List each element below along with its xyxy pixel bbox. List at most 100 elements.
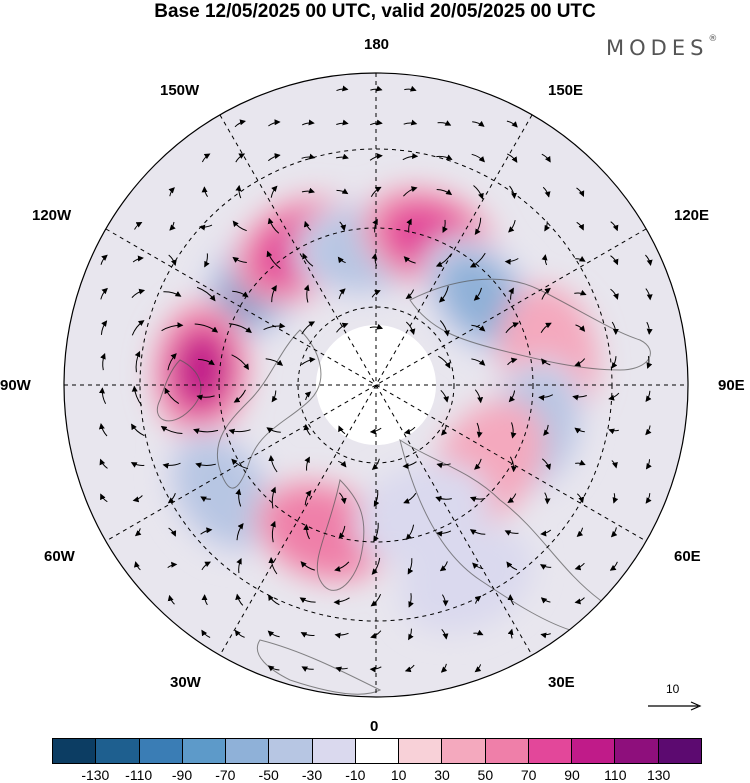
- wind-vector: [195, 462, 216, 469]
- wind-vector: [471, 153, 485, 163]
- wind-vector: [404, 664, 415, 673]
- wind-vector: [574, 289, 587, 296]
- wind-vector: [302, 252, 314, 267]
- wind-vector: [99, 458, 108, 469]
- wind-vector: [610, 288, 619, 300]
- wind-vector: [408, 593, 414, 608]
- wind-vector: [474, 664, 482, 673]
- wind-vector: [339, 492, 347, 505]
- wind-vector: [333, 597, 350, 606]
- wind-vector: [335, 153, 349, 160]
- wind-vector: [438, 285, 449, 303]
- wind-vector: [304, 456, 310, 471]
- wind-vector: [234, 119, 246, 128]
- wind-vector: [300, 632, 315, 638]
- wind-vector: [133, 561, 141, 571]
- wind-vector: [338, 425, 346, 435]
- wind-vector: [645, 425, 652, 436]
- wind-vector: [576, 527, 584, 537]
- wind-vector: [404, 85, 417, 92]
- wind-vector: [574, 358, 586, 367]
- wind-vector: [231, 458, 249, 470]
- wind-vector: [540, 529, 552, 537]
- wind-vector: [299, 597, 316, 604]
- wind-vector: [473, 629, 484, 636]
- wind-vector: [100, 287, 108, 300]
- wind-vector: [98, 423, 108, 437]
- wind-vector: [268, 557, 278, 575]
- wind-vector: [473, 185, 484, 200]
- wind-vector: [404, 426, 416, 435]
- wind-vector: [235, 593, 244, 606]
- wind-vector: [196, 286, 216, 302]
- wind-vector: [271, 285, 277, 303]
- wind-vector: [334, 561, 350, 572]
- brand-name: MODES: [606, 36, 709, 60]
- wind-vector: [338, 525, 346, 539]
- graticule: [64, 73, 688, 697]
- wind-vector: [336, 322, 349, 333]
- colorbar-swatch: [355, 739, 400, 763]
- wind-vector: [161, 322, 184, 332]
- lon-label-30w: 30W: [170, 674, 201, 691]
- anomaly-contour: [177, 335, 226, 404]
- wind-vector: [301, 187, 315, 194]
- wind-vector: [540, 322, 552, 334]
- wind-vectors: [98, 85, 653, 673]
- wind-vector: [574, 597, 585, 605]
- colorbar-tick-label: -130: [81, 767, 110, 783]
- wind-vector: [235, 184, 242, 199]
- wind-vector: [403, 186, 418, 197]
- wind-vector: [268, 594, 280, 606]
- wind-vector: [646, 355, 653, 369]
- wind-vector: [134, 528, 142, 537]
- wind-vector: [235, 153, 246, 163]
- colorbar: [52, 738, 702, 764]
- wind-vector: [540, 632, 551, 639]
- wind-vector: [574, 427, 585, 434]
- wind-vector: [645, 459, 652, 470]
- wind-vector: [193, 428, 219, 435]
- colorbar-swatch: [139, 739, 183, 763]
- wind-vector: [436, 189, 453, 196]
- wind-vector: [441, 628, 449, 640]
- wind-vector: [508, 219, 516, 233]
- wind-vector: [541, 287, 551, 300]
- wind-vector: [131, 320, 145, 336]
- colorbar-swatch: [226, 739, 270, 763]
- wind-vector: [131, 423, 145, 437]
- wind-vector: [610, 527, 618, 538]
- colorbar-tick-label: -110: [125, 767, 153, 783]
- wind-vector: [510, 422, 517, 439]
- wind-vector: [403, 119, 418, 126]
- colorbar-swatch: [53, 739, 97, 763]
- wind-vector: [572, 394, 587, 401]
- wind-vector: [167, 493, 176, 504]
- lon-label-60w: 60W: [44, 548, 75, 565]
- wind-vector: [509, 456, 517, 473]
- lon-label-150e: 150E: [548, 82, 584, 99]
- wind-vector: [575, 459, 586, 466]
- reference-arrow-icon: [648, 701, 702, 711]
- colorbar-tick-label: -70: [215, 767, 236, 783]
- wind-vector: [402, 461, 417, 470]
- anomaly-contour: [442, 256, 520, 339]
- wind-vector: [507, 594, 515, 606]
- wind-vector: [338, 460, 347, 468]
- colorbar-swatch: [182, 739, 227, 763]
- wind-vector: [442, 219, 448, 234]
- wind-vector: [167, 561, 178, 569]
- wind-vector: [98, 387, 107, 404]
- wind-vector: [543, 424, 550, 436]
- wind-vector: [163, 291, 182, 297]
- wind-vector: [337, 256, 346, 264]
- wind-vector: [373, 489, 380, 507]
- wind-vector: [576, 221, 584, 231]
- wind-vector: [408, 628, 414, 641]
- wind-vector: [301, 356, 316, 366]
- wind-vector: [100, 320, 108, 335]
- wind-vector: [405, 289, 415, 299]
- wind-vector: [508, 390, 516, 403]
- wind-vector: [612, 493, 619, 504]
- colorbar-ticks: -130 -110 -90 -70 -50 -30 -10 10 30 50 70 90 110 130: [0, 767, 750, 783]
